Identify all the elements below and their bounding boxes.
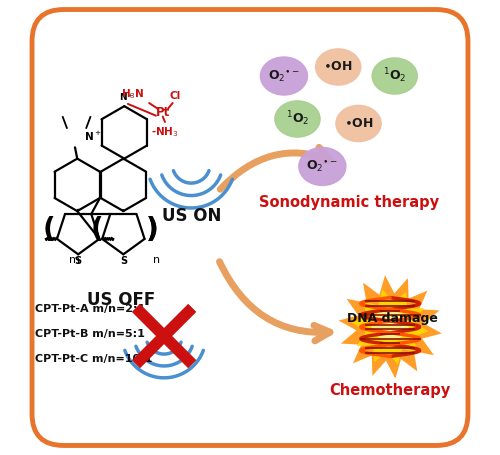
Text: O$_2$$^{\bullet-}$: O$_2$$^{\bullet-}$ [306, 159, 338, 174]
Ellipse shape [372, 58, 418, 94]
Text: $\bullet$OH: $\bullet$OH [344, 117, 374, 130]
Text: CPT-Pt-A m/n=2:1: CPT-Pt-A m/n=2:1 [35, 304, 146, 314]
Text: ): ) [146, 216, 159, 244]
Text: S: S [120, 256, 127, 266]
Text: US ON: US ON [162, 207, 221, 225]
Text: N$^+$: N$^+$ [119, 91, 134, 103]
Ellipse shape [275, 101, 320, 137]
Text: $\bullet$OH: $\bullet$OH [324, 61, 353, 73]
Text: -NH$_3$: -NH$_3$ [151, 126, 179, 139]
Ellipse shape [336, 106, 381, 142]
Text: (: ( [42, 216, 56, 244]
Text: (: ( [90, 216, 103, 244]
Text: H$_3$N: H$_3$N [121, 87, 144, 101]
Polygon shape [352, 289, 428, 364]
Ellipse shape [372, 310, 408, 339]
Text: N$^+$: N$^+$ [84, 130, 102, 142]
Text: S: S [74, 256, 82, 266]
Text: Pt: Pt [156, 106, 170, 119]
Text: O$_2$$^{\bullet-}$: O$_2$$^{\bullet-}$ [268, 68, 300, 84]
Text: Chemotherapy: Chemotherapy [330, 383, 451, 398]
Polygon shape [338, 275, 442, 379]
Text: CPT-Pt-B m/n=5:1: CPT-Pt-B m/n=5:1 [35, 329, 145, 339]
Text: Cl: Cl [170, 91, 181, 101]
Text: US OFF: US OFF [87, 291, 155, 309]
Text: Sonodynamic therapy: Sonodynamic therapy [260, 195, 440, 210]
FancyBboxPatch shape [32, 10, 468, 445]
Text: ): ) [146, 216, 159, 244]
Text: n: n [154, 255, 160, 265]
Text: CPT-Pt-C m/n=10:1: CPT-Pt-C m/n=10:1 [35, 354, 152, 364]
Text: $^1$O$_2$: $^1$O$_2$ [383, 66, 406, 86]
Ellipse shape [299, 147, 346, 186]
Text: $^1$O$_2$: $^1$O$_2$ [286, 110, 309, 128]
Ellipse shape [260, 57, 308, 95]
Ellipse shape [316, 49, 361, 85]
Text: DNA damage: DNA damage [347, 312, 438, 325]
Text: m: m [68, 255, 80, 265]
